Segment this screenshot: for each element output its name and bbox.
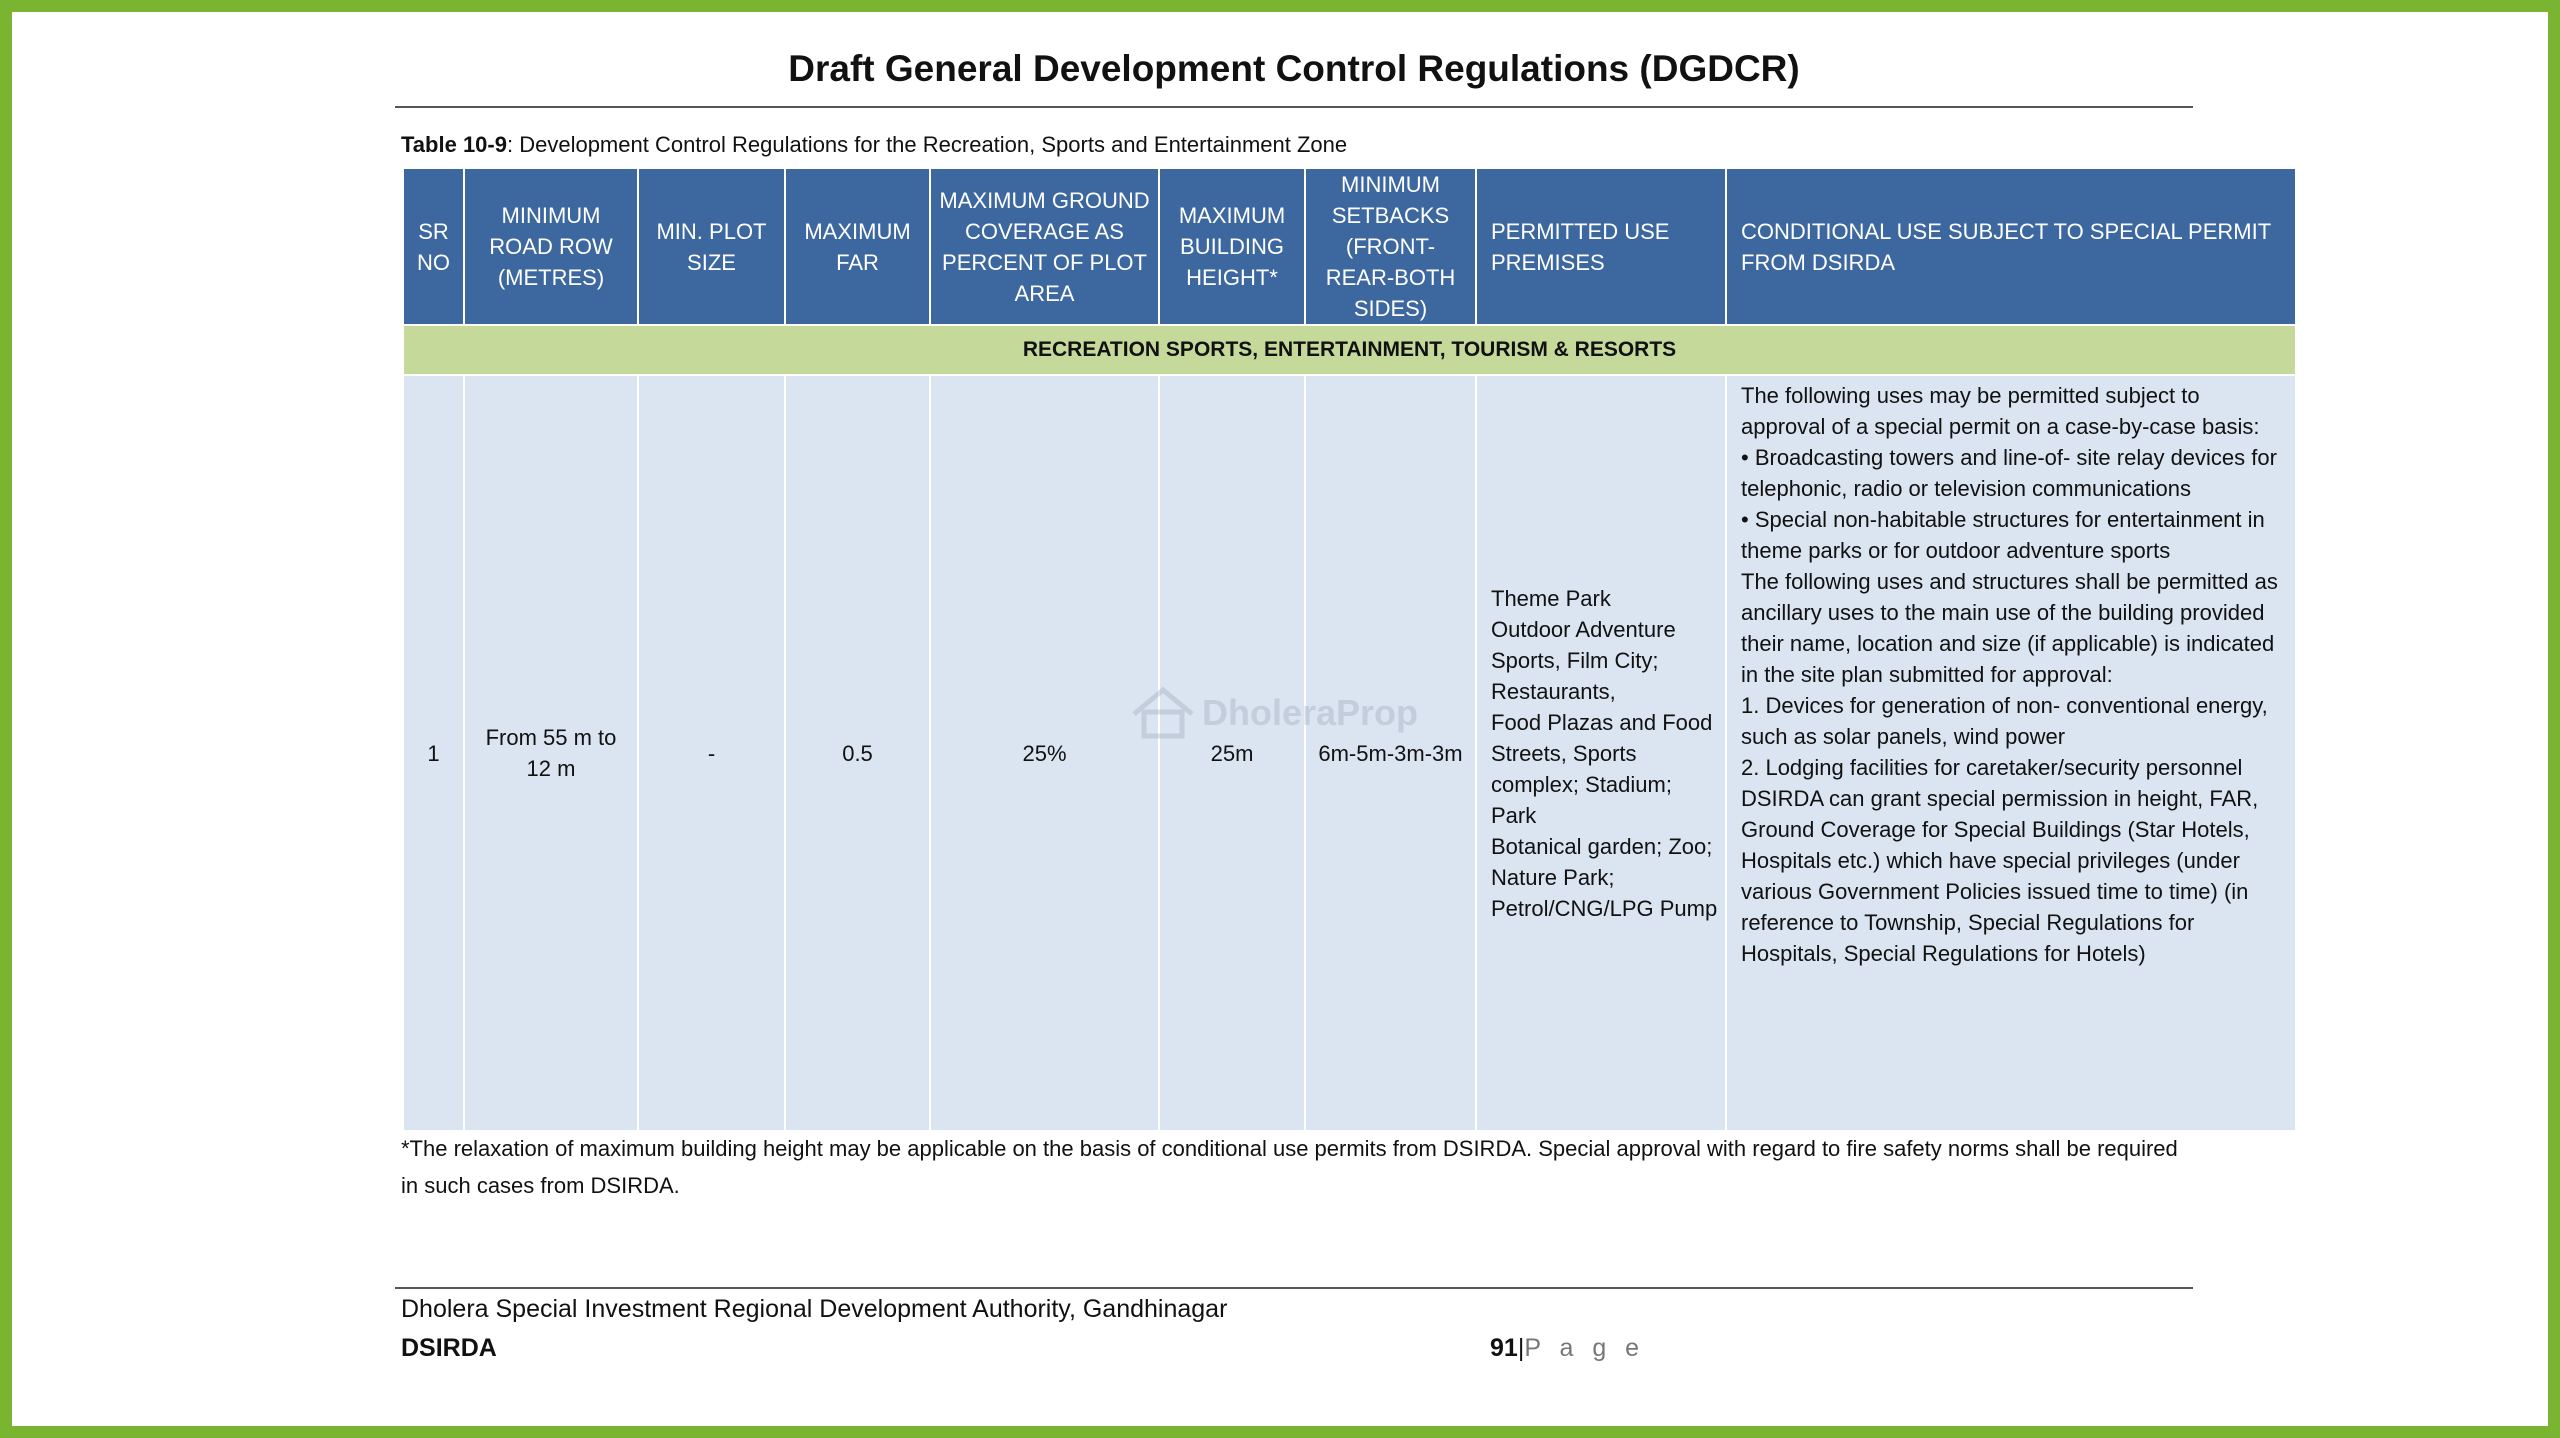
conditional-use-numbered-item: 1. Devices for generation of non- conven… xyxy=(1741,693,2268,749)
cell-min-plot-size: - xyxy=(637,374,786,1132)
conditional-use-numbered-item: 2. Lodging facilities for caretaker/secu… xyxy=(1741,755,2243,780)
header-permitted-use: PERMITTED USE PREMISES xyxy=(1475,167,1727,326)
conditional-use-bullet: • Broadcasting towers and line-of- site … xyxy=(1741,445,2277,501)
header-setbacks: MINIMUM SETBACKS (FRONT-REAR-BOTH SIDES) xyxy=(1304,167,1477,326)
header-road-row: MINIMUM ROAD ROW (METRES) xyxy=(463,167,639,326)
permitted-use-line: Theme Park xyxy=(1491,585,1611,611)
permitted-use-line: Outdoor Adventure Sports, Film City; xyxy=(1491,616,1676,673)
conditional-use-paragraph: The following uses and structures shall … xyxy=(1741,569,2278,687)
cell-sr-no: 1 xyxy=(402,374,465,1132)
cell-setbacks: 6m-5m-3m-3m xyxy=(1304,374,1477,1132)
permitted-use-line: Park xyxy=(1491,802,1537,828)
table-caption-label: Table 10-9 xyxy=(401,132,507,157)
page-number-value: 91 xyxy=(1490,1334,1518,1362)
watermark-text: DholeraProp xyxy=(1202,692,1419,733)
house-icon xyxy=(1132,686,1194,739)
header-ground-coverage: MAXIMUM GROUND COVERAGE AS PERCENT OF PL… xyxy=(929,167,1160,326)
cell-building-height: 25m xyxy=(1158,374,1306,1132)
cell-road-row: From 55 m to 12 m xyxy=(463,374,639,1132)
permitted-use-line: Food Plazas and Food Streets, Sports com… xyxy=(1491,709,1713,797)
table-row: 1 From 55 m to 12 m - 0.5 25% 25m 6m-5m-… xyxy=(402,374,2297,1132)
page-label: P a g e xyxy=(1524,1334,1646,1362)
permitted-use-line: Petrol/CNG/LPG Pump xyxy=(1491,895,1718,921)
cell-ground-coverage: 25% xyxy=(929,374,1160,1132)
header-max-far: MAXIMUM FAR xyxy=(784,167,931,326)
header-conditional-use: CONDITIONAL USE SUBJECT TO SPECIAL PERMI… xyxy=(1725,167,2297,326)
footnote: *The relaxation of maximum building heig… xyxy=(401,1136,2178,1198)
table-caption: Table 10-9: Development Control Regulati… xyxy=(401,132,1347,158)
permitted-use-line: Restaurants, xyxy=(1491,678,1616,704)
table-group-row: RECREATION SPORTS, ENTERTAINMENT, TOURIS… xyxy=(402,324,2297,376)
footer-org: DSIRDA xyxy=(401,1334,497,1362)
page-number: 91|P a g e xyxy=(1490,1334,1645,1363)
header-sr-no: SR NO xyxy=(402,167,465,326)
watermark-logo: DholeraProp xyxy=(1130,684,1430,744)
header-building-height: MAXIMUM BUILDING HEIGHT* xyxy=(1158,167,1306,326)
cell-conditional-use: The following uses may be permitted subj… xyxy=(1725,374,2297,1132)
table-header-row: SR NO MINIMUM ROAD ROW (METRES) MIN. PLO… xyxy=(402,167,2297,326)
conditional-use-bullet: • Special non-habitable structures for e… xyxy=(1741,507,2265,563)
conditional-use-paragraph: DSIRDA can grant special permission in h… xyxy=(1741,786,2259,966)
cell-max-far: 0.5 xyxy=(784,374,931,1132)
header-rule xyxy=(395,106,2193,108)
group-row-label: RECREATION SPORTS, ENTERTAINMENT, TOURIS… xyxy=(402,324,2297,376)
table-caption-text: : Development Control Regulations for th… xyxy=(506,132,1348,157)
page-separator: | xyxy=(1517,1334,1525,1362)
permitted-use-line: Botanical garden; Zoo; Nature Park; xyxy=(1491,833,1713,890)
header-min-plot-size: MIN. PLOT SIZE xyxy=(637,167,786,326)
document-title: Draft General Development Control Regula… xyxy=(788,48,1800,89)
regulations-table: SR NO MINIMUM ROAD ROW (METRES) MIN. PLO… xyxy=(402,167,2297,1132)
footer-rule xyxy=(395,1287,2193,1289)
footer-authority: Dholera Special Investment Regional Deve… xyxy=(401,1295,1228,1323)
conditional-use-paragraph: The following uses may be permitted subj… xyxy=(1741,383,2260,439)
cell-permitted-use: Theme Park Outdoor Adventure Sports, Fil… xyxy=(1475,374,1727,1132)
